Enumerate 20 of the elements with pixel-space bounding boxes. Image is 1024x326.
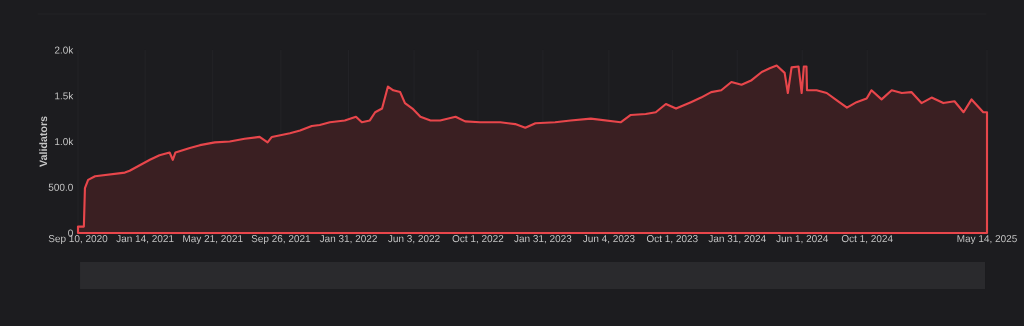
y-tick-label: 2.0k bbox=[54, 46, 74, 54]
x-tick-label: Jan 14, 2021 bbox=[116, 235, 174, 244]
y-tick-label: 0 bbox=[68, 229, 73, 237]
x-tick-label: Sep 10, 2020 bbox=[48, 235, 108, 245]
x-tick-label: Sep 26, 2021 bbox=[251, 235, 311, 245]
x-tick-label: Jun 1, 2024 bbox=[776, 235, 829, 244]
x-tick-label: Oct 1, 2023 bbox=[646, 235, 698, 244]
y-axis-title: Validators bbox=[39, 116, 48, 167]
x-tick-label: Jun 3, 2022 bbox=[388, 235, 440, 244]
x-tick-label: Jan 31, 2022 bbox=[319, 235, 377, 244]
y-tick-label: 500.0 bbox=[48, 183, 73, 191]
x-tick-label: May 14, 2025 bbox=[957, 235, 1017, 245]
x-tick-label: Oct 1, 2024 bbox=[841, 235, 893, 244]
x-tick-label: Jun 4, 2023 bbox=[582, 235, 635, 244]
y-tick-label: 1.5k bbox=[55, 92, 74, 100]
x-tick-label: Jan 31, 2023 bbox=[514, 235, 572, 244]
y-tick-label: 1.0k bbox=[55, 137, 74, 146]
x-tick-label: May 21, 2021 bbox=[183, 235, 243, 245]
x-tick-label: Jan 31, 2024 bbox=[708, 235, 766, 244]
x-tick-label: Oct 1, 2022 bbox=[452, 235, 504, 244]
